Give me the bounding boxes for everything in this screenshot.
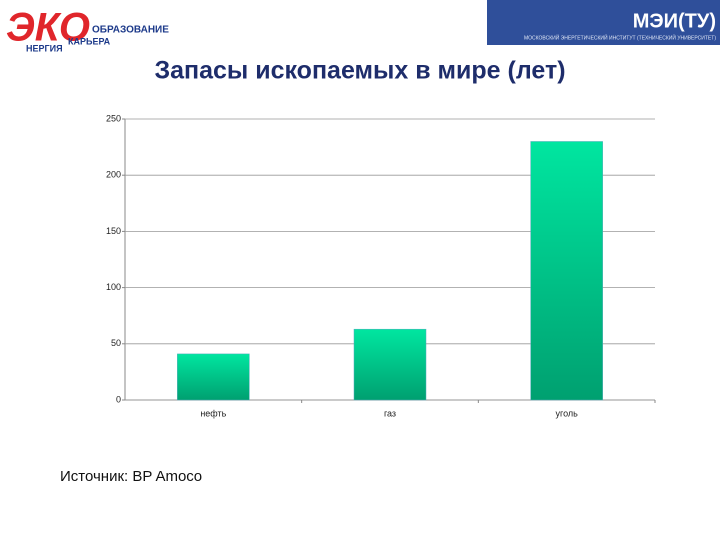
source: Источник: BP Amoco xyxy=(60,468,202,485)
y-tick-label: 250 xyxy=(106,113,121,123)
bar xyxy=(530,141,603,401)
logo-right: МЭИ(ТУ) МОСКОВСКИЙ ЭНЕРГЕТИЧЕСКИЙ ИНСТИТ… xyxy=(487,0,720,45)
y-tick-label: 100 xyxy=(106,282,121,292)
x-tick-label: уголь xyxy=(555,408,578,418)
logo-left: ЭКО ОБРАЗОВАНИЕ КАРЬЕРА НЕРГИЯ xyxy=(6,6,169,54)
y-tick-label: 200 xyxy=(106,170,121,180)
bar xyxy=(353,328,427,401)
logo-main: ЭКО xyxy=(6,6,90,50)
y-tick-label: 150 xyxy=(106,226,121,236)
logo-text: ОБРАЗОВАНИЕ xyxy=(92,25,169,36)
institute-full: МОСКОВСКИЙ ЭНЕРГЕТИЧЕСКИЙ ИНСТИТУТ (ТЕХН… xyxy=(524,33,716,41)
x-tick-label: нефть xyxy=(200,408,226,418)
x-tick-label: газ xyxy=(384,408,396,418)
logo-text: НЕРГИЯ xyxy=(26,43,63,53)
y-tick-label: 0 xyxy=(116,394,121,404)
institute: МЭИ(ТУ) xyxy=(633,10,716,32)
bar xyxy=(177,353,250,401)
chart-title: Запасы ископаемых в мире (лет) xyxy=(154,57,565,85)
logo-band xyxy=(487,0,720,45)
y-tick-label: 50 xyxy=(111,338,121,348)
logo-text: КАРЬЕРА xyxy=(68,36,111,46)
